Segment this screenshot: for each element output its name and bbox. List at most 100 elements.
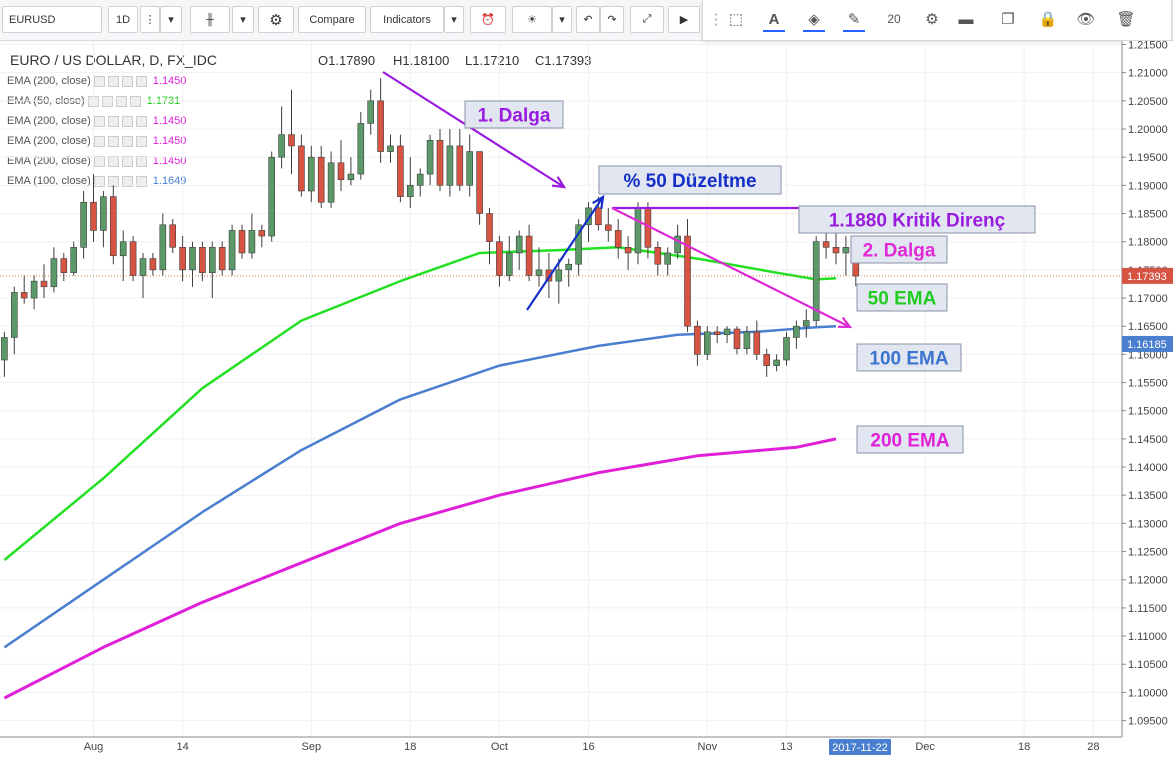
candle <box>248 230 256 254</box>
y-tick-label: 1.21000 <box>1128 68 1168 80</box>
y-tick-label: 1.11500 <box>1128 603 1167 615</box>
wave1-arrow-head <box>551 176 567 189</box>
ema200-annotation-label: 200 EMA <box>870 431 949 452</box>
indicator-close-icon[interactable] <box>135 135 147 147</box>
y-tick-label: 1.16000 <box>1128 349 1168 361</box>
line-width-select[interactable]: 20 <box>887 12 901 26</box>
candle <box>585 207 592 226</box>
drag-handle-icon[interactable]: ⋮ <box>708 11 724 28</box>
chart-style-dropdown-icon[interactable]: ▾ <box>232 6 254 33</box>
indicator-close-icon[interactable] <box>135 155 147 167</box>
indicator-add-icon[interactable] <box>121 115 133 127</box>
indicator-add-icon[interactable] <box>121 175 133 187</box>
lock-icon[interactable]: 🔒 <box>1038 11 1058 28</box>
candle <box>505 252 513 276</box>
fullscreen-icon[interactable]: ⤢ <box>630 6 664 33</box>
candle <box>832 247 840 254</box>
indicators-button[interactable]: Indicators <box>370 6 444 33</box>
indicator-add-icon[interactable] <box>121 155 133 167</box>
template-icon[interactable]: ▬ <box>958 10 974 28</box>
correction-annotation-label: % 50 Düzeltme <box>623 171 756 192</box>
settings-gear-icon[interactable]: ⚙ <box>258 6 294 33</box>
indicator-add-icon[interactable] <box>121 135 133 147</box>
candle <box>169 224 176 248</box>
interval-dropdown-icon[interactable]: ▾ <box>160 6 182 33</box>
indicator-eye-icon[interactable] <box>93 115 105 127</box>
fill-bucket-icon[interactable]: ◈ <box>803 8 825 32</box>
alert-clock-icon[interactable]: ⏰ <box>470 6 506 33</box>
symbol-search-input[interactable]: EURUSD <box>2 6 102 33</box>
indicator-eye-icon[interactable] <box>93 155 105 167</box>
indicator-eye-icon[interactable] <box>93 135 105 147</box>
indicators-dropdown-icon[interactable]: ▾ <box>444 6 464 33</box>
candle <box>119 241 127 257</box>
compare-button[interactable]: Compare <box>298 6 366 33</box>
ema100-annotation-box <box>856 343 962 372</box>
candle <box>783 337 790 361</box>
indicator-add-icon[interactable] <box>121 75 133 87</box>
ohlc-open: O1.17890 <box>318 53 376 68</box>
candle <box>763 354 771 366</box>
replay-dropdown-icon[interactable]: ▾ <box>552 6 572 33</box>
x-tick-label: 13 <box>780 741 792 753</box>
indicator-settings-icon[interactable] <box>107 75 119 87</box>
indicator-legend-row[interactable]: EMA (100, close) 1.1649 <box>7 173 186 189</box>
last-price-label: 1.17393 <box>1127 271 1167 283</box>
x-tick-label: 28 <box>1087 741 1099 753</box>
indicator-settings-icon[interactable] <box>107 135 119 147</box>
candle <box>30 280 38 299</box>
candle <box>604 224 612 231</box>
drawing-settings-gear-icon[interactable]: ⚙ <box>925 11 939 28</box>
candle <box>446 145 454 186</box>
candle <box>149 258 157 271</box>
trash-icon[interactable]: 🗑 <box>1116 11 1136 28</box>
interval-more-icon[interactable]: ⋮ <box>140 6 160 33</box>
indicator-legend-row[interactable]: EMA (200, close) 1.1450 <box>7 133 186 149</box>
ohlc-close: C1.17393 <box>535 53 592 68</box>
candle <box>377 100 384 152</box>
candle <box>565 263 573 271</box>
candle <box>674 235 681 254</box>
candle <box>70 247 77 273</box>
play-icon[interactable]: ▶ <box>668 6 700 33</box>
indicator-legend-row[interactable]: EMA (200, close) 1.1450 <box>7 153 186 169</box>
replay-sun-icon[interactable]: ☀ <box>512 6 552 33</box>
text-color-icon[interactable]: A <box>763 8 785 32</box>
candle <box>278 134 285 158</box>
candle <box>80 201 87 248</box>
redo-icon[interactable]: ↷ <box>600 6 624 33</box>
clone-icon[interactable]: ❐ <box>1001 11 1015 28</box>
line-style-icon[interactable]: ⬚ <box>728 11 744 28</box>
y-tick-label: 1.11000 <box>1128 631 1167 643</box>
pencil-icon[interactable]: ✎ <box>843 8 865 32</box>
interval-button[interactable]: 1D <box>108 6 138 33</box>
indicator-label: EMA (200, close) <box>7 75 91 87</box>
y-tick-label: 1.15000 <box>1128 406 1168 418</box>
indicator-eye-icon[interactable] <box>93 175 105 187</box>
indicator-settings-icon[interactable] <box>107 115 119 127</box>
x-tick-label: Aug <box>84 741 104 753</box>
ohlc-high: H1.18100 <box>393 53 450 68</box>
y-tick-label: 1.20000 <box>1128 124 1168 136</box>
ohlc-low: L1.17210 <box>465 53 520 68</box>
candle <box>793 325 800 338</box>
indicator-settings-icon[interactable] <box>107 155 119 167</box>
candle <box>664 252 672 265</box>
indicator-eye-icon[interactable] <box>93 75 105 87</box>
indicator-close-icon[interactable] <box>135 115 147 127</box>
candle <box>387 145 394 152</box>
candle <box>733 328 741 350</box>
indicator-legend-row[interactable]: EMA (200, close) 1.1450 <box>7 73 186 89</box>
candle <box>327 162 335 203</box>
indicator-close-icon[interactable] <box>135 175 147 187</box>
undo-icon[interactable]: ↶ <box>576 6 600 33</box>
chart-style-candles-icon[interactable]: ╫ <box>190 6 230 33</box>
candle <box>397 145 404 197</box>
y-tick-label: 1.09500 <box>1128 716 1168 728</box>
candle <box>50 258 58 288</box>
candle <box>436 139 444 186</box>
indicator-legend-row[interactable]: EMA (200, close) 1.1450 <box>7 113 186 129</box>
visibility-eye-icon[interactable]: 👁 <box>1076 11 1096 28</box>
indicator-close-icon[interactable] <box>135 75 147 87</box>
